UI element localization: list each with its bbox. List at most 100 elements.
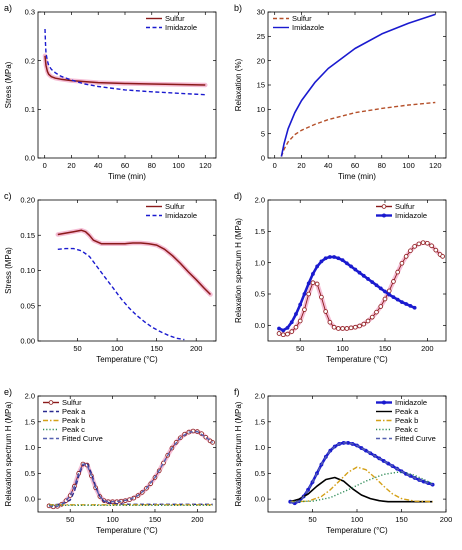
data-point (429, 243, 434, 249)
data-point (382, 296, 388, 302)
legend-item: Peak b (43, 416, 85, 425)
y-tick-label: 0.0 (25, 495, 35, 504)
data-point (280, 332, 286, 338)
y-tick-label: 0.20 (20, 196, 35, 205)
x-tick-label: 20 (297, 161, 305, 170)
data-point (332, 255, 337, 259)
legend-item: Peak c (43, 425, 85, 434)
legend-item: Sulfur (146, 14, 185, 23)
y-tick-label: 2.0 (255, 196, 265, 205)
data-point (277, 326, 281, 331)
y-tick-label: 1.0 (255, 258, 265, 267)
legend-item: Imidazole (376, 398, 427, 407)
plot-area (46, 428, 215, 510)
y-tick-label: 0.5 (255, 469, 265, 478)
legend-item: Sulfur (146, 202, 185, 211)
data-point (365, 318, 371, 324)
data-point (395, 297, 400, 302)
data-point (323, 256, 328, 261)
legend-item: Peak a (376, 407, 419, 416)
data-point (327, 319, 333, 325)
x-tick-label: 200 (190, 344, 203, 353)
data-point (399, 260, 405, 266)
series-sulfur-line (280, 101, 436, 157)
plot-frame (267, 11, 447, 159)
y-axis-label: Relaxation (%) (234, 58, 243, 111)
data-point (315, 264, 320, 269)
data-point (391, 279, 396, 284)
series-fitted-curve-line (290, 442, 433, 504)
legend-marker (382, 213, 386, 218)
data-point (327, 255, 332, 259)
legend-item: Fitted Curve (376, 434, 436, 443)
data-point (369, 314, 375, 320)
y-tick-label: 1.5 (255, 417, 265, 426)
legend-item: Fitted Curve (43, 434, 103, 443)
x-axis-label: Time (min) (108, 172, 146, 181)
data-point (346, 441, 350, 445)
legend-marker (48, 400, 54, 405)
data-point (294, 312, 298, 316)
series-peak-a-line (290, 476, 433, 503)
data-point (336, 256, 341, 261)
data-point (302, 292, 307, 296)
data-point (314, 281, 320, 287)
y-tick-label: 10 (257, 105, 265, 114)
series-sulfur-halo (55, 228, 213, 297)
legend-label: Peak b (62, 416, 85, 425)
data-point (306, 291, 311, 297)
data-point (391, 295, 396, 300)
data-point (285, 331, 290, 337)
plot-area (42, 28, 208, 96)
x-tick-label: 200 (440, 515, 453, 524)
x-tick-label: 120 (429, 161, 442, 170)
x-tick-label: 100 (172, 161, 185, 170)
x-tick-label: 120 (199, 161, 212, 170)
data-point (412, 244, 417, 249)
x-axis-label: Time (min) (338, 172, 376, 181)
x-tick-label: 100 (351, 515, 364, 524)
data-point (357, 323, 362, 329)
data-point (289, 329, 295, 334)
x-tick-label: 200 (191, 515, 204, 524)
data-point (210, 440, 215, 445)
data-point (302, 307, 307, 312)
y-tick-label: 1.0 (25, 443, 35, 452)
legend-item: Sulfur (273, 14, 312, 23)
y-tick-label: 15 (257, 81, 265, 90)
data-point (297, 318, 303, 324)
data-point (306, 281, 311, 286)
data-point (387, 292, 392, 297)
legend-label: Peak c (395, 425, 418, 434)
y-axis-label: Stress (MPa) (4, 61, 13, 108)
x-tick-label: 50 (308, 515, 316, 524)
plot-area (276, 240, 445, 338)
legend-item: Imidazole (146, 211, 197, 220)
data-point (353, 267, 358, 272)
x-axis-label: Temperature (°C) (326, 526, 388, 535)
plot-area (280, 13, 436, 157)
x-tick-label: 100 (402, 161, 415, 170)
x-tick-label: 60 (121, 161, 129, 170)
series-sulfur-line (57, 229, 212, 296)
x-tick-label: 50 (296, 344, 304, 353)
panel-b: b) 0 20 40 60 80 100 120 0 5 10 15 20 25 30 Time (min) R… (234, 3, 447, 181)
x-axis-label: Temperature (°C) (96, 355, 158, 364)
data-point (323, 309, 328, 314)
x-tick-label: 100 (336, 344, 349, 353)
y-tick-label: 0.5 (255, 290, 265, 299)
data-point (420, 240, 426, 245)
legend-label: Sulfur (165, 14, 185, 23)
legend-label: Imidazole (395, 211, 427, 220)
legend-label: Sulfur (62, 398, 82, 407)
data-point (298, 302, 303, 307)
data-point (276, 331, 282, 336)
y-tick-label: 0.0 (25, 154, 35, 163)
panel-label: b) (234, 3, 242, 13)
y-tick-label: 0.1 (25, 105, 35, 114)
data-point (408, 248, 413, 254)
